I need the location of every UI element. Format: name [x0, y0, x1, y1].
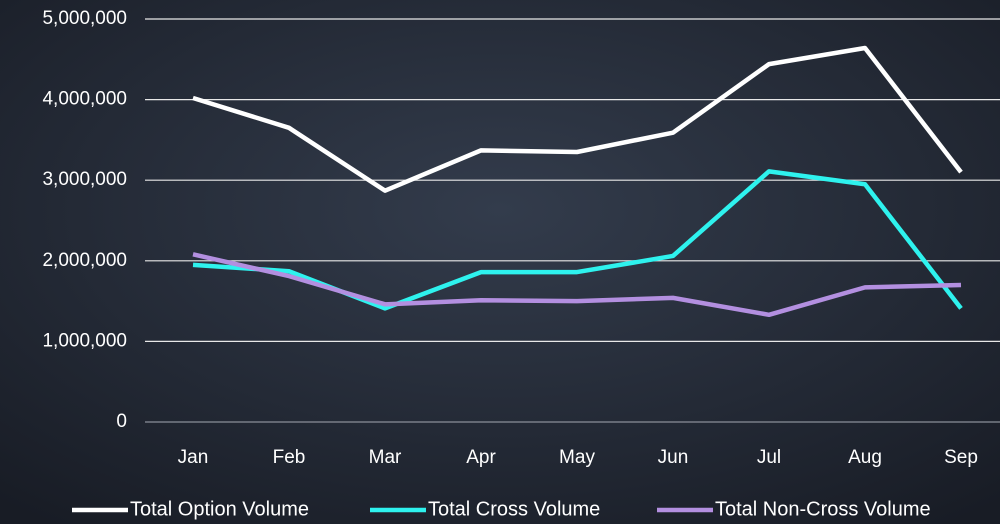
x-tick-label: May: [559, 447, 595, 468]
x-tick-label: Aug: [848, 447, 882, 468]
legend-label: Total Option Volume: [130, 498, 309, 520]
y-tick-label: 5,000,000: [42, 8, 127, 29]
x-tick-label: Apr: [466, 447, 496, 468]
legend-label: Total Non-Cross Volume: [715, 498, 931, 520]
y-tick-label: 4,000,000: [42, 89, 127, 110]
line-series: [192, 252, 962, 318]
y-tick-label: 0: [116, 411, 127, 432]
x-tick-label: Jun: [658, 447, 689, 468]
x-tick-label: Jan: [178, 447, 209, 468]
y-tick-label: 1,000,000: [42, 330, 127, 351]
y-tick-label: 3,000,000: [42, 169, 127, 190]
y-tick-label: 2,000,000: [42, 250, 127, 271]
x-tick-label: Sep: [944, 447, 978, 468]
x-tick-label: Feb: [273, 447, 306, 468]
x-tick-label: Jul: [757, 447, 781, 468]
line-series: [192, 45, 963, 193]
legend-label: Total Cross Volume: [428, 498, 600, 520]
x-tick-label: Mar: [369, 447, 402, 468]
